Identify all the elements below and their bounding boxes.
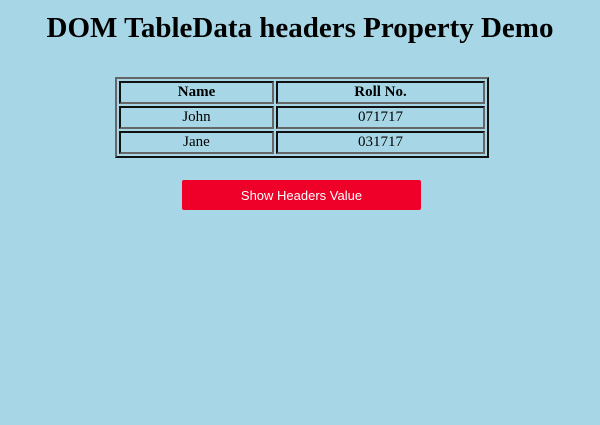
cell-roll-no: 031717 bbox=[276, 131, 485, 154]
table-row: Jane 031717 bbox=[119, 131, 485, 154]
cell-name: John bbox=[119, 106, 274, 129]
header-roll-no: Roll No. bbox=[276, 81, 485, 104]
header-name: Name bbox=[119, 81, 274, 104]
table-row: John 071717 bbox=[119, 106, 485, 129]
page-title: DOM TableData headers Property Demo bbox=[46, 12, 554, 44]
cell-roll-no: 071717 bbox=[276, 106, 485, 129]
table-header-row: Name Roll No. bbox=[119, 81, 485, 104]
show-headers-value-button[interactable]: Show Headers Value bbox=[182, 180, 421, 210]
students-table: Name Roll No. John 071717 Jane 031717 bbox=[115, 77, 489, 158]
cell-name: Jane bbox=[119, 131, 274, 154]
